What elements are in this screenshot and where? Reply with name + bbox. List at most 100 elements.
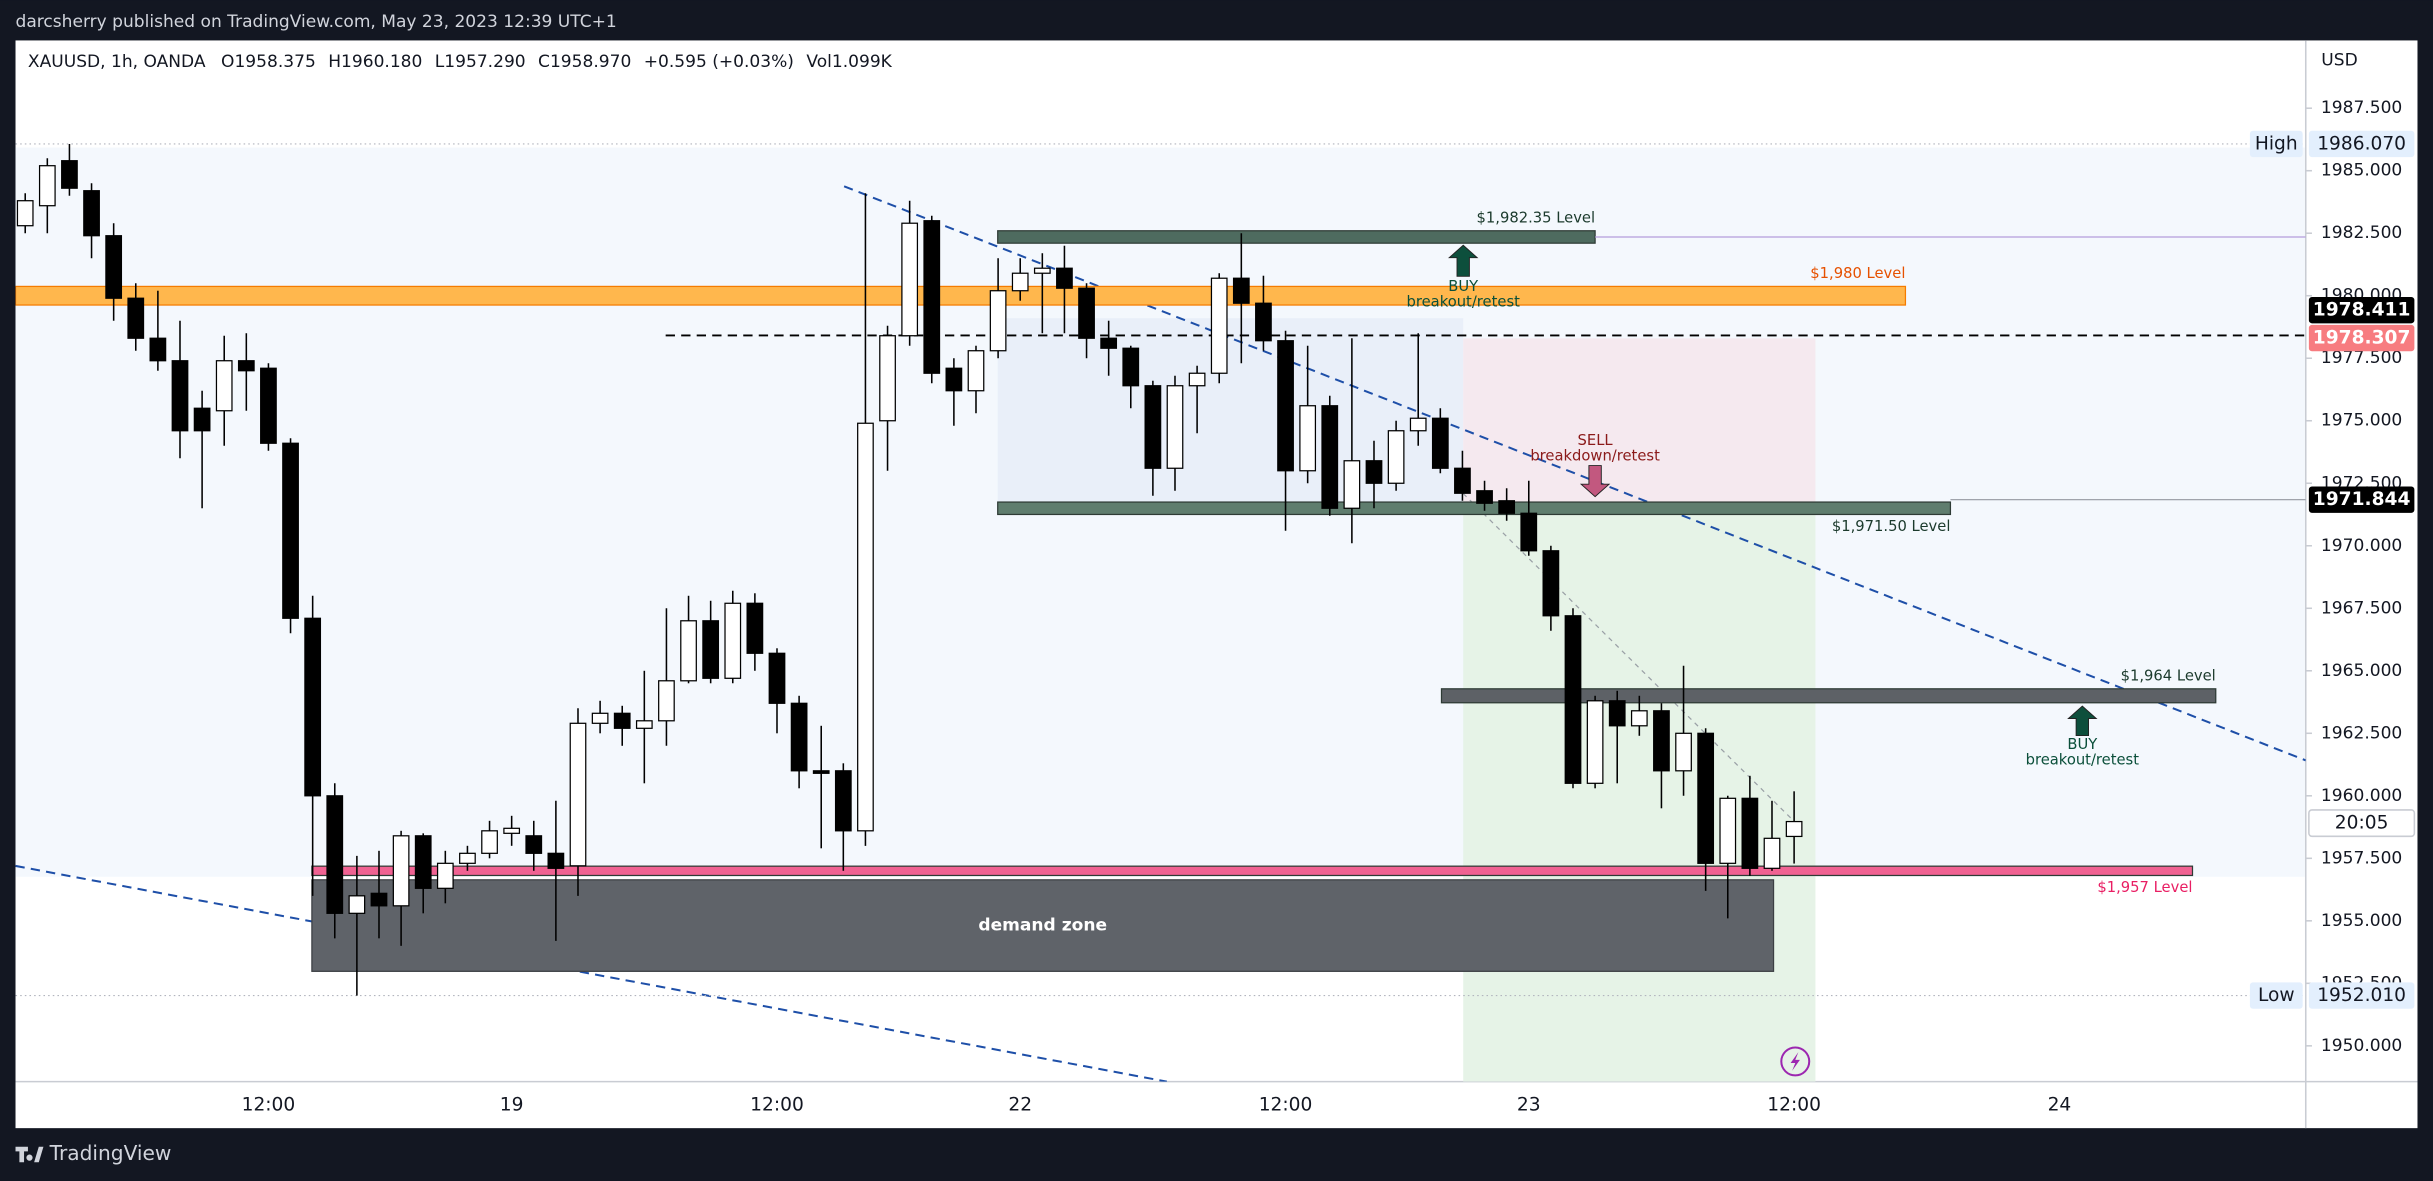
candle-body — [591, 712, 609, 724]
candle-body — [702, 620, 720, 679]
x-tick-label: 22 — [1008, 1094, 1032, 1115]
symbol-title: XAUUSD, 1h, OANDA — [28, 52, 206, 72]
candle-body — [525, 835, 543, 854]
ohlc-value: L1957.290 — [435, 52, 526, 72]
trend-line — [15, 864, 1168, 1082]
y-tick-label: 1950.000 — [2321, 1036, 2402, 1056]
candle-body — [1166, 385, 1184, 469]
candle-body — [1697, 732, 1715, 864]
level-label: $1,980 Level — [1810, 265, 1905, 282]
candle-body — [1719, 797, 1737, 864]
y-tick-label: 1985.000 — [2321, 161, 2402, 181]
level-label: $1,971.50 Level — [1832, 518, 1951, 535]
level-band — [15, 285, 1907, 306]
signal-arrow — [1579, 465, 1611, 498]
candle-body — [215, 360, 233, 412]
brand-logo: TradingView — [15, 1141, 172, 1165]
candle-body — [613, 712, 631, 729]
ohlc-value: C1958.970 — [538, 52, 631, 72]
price-box-label: 1978.307 — [2313, 328, 2411, 349]
candle-body — [237, 360, 255, 372]
position-target — [1463, 512, 1816, 1082]
y-tick-label: 1977.500 — [2321, 348, 2402, 368]
candle-body — [1542, 550, 1560, 617]
candle-body — [901, 222, 919, 337]
countdown: 20:05 — [2335, 813, 2389, 834]
candle-body — [282, 442, 299, 619]
x-tick-label: 12:00 — [1259, 1094, 1313, 1115]
price-box-label: 1978.411 — [2313, 300, 2411, 321]
candle-body — [127, 297, 145, 339]
candle-body — [1210, 277, 1228, 374]
x-tick-label: 23 — [1517, 1094, 1541, 1115]
candle-body — [1343, 460, 1361, 509]
ohlc-value: +0.595 (+0.03%) — [644, 52, 794, 72]
candle-body — [1409, 417, 1427, 432]
brand-name: TradingView — [49, 1141, 172, 1165]
candle-body — [83, 190, 100, 237]
candle-body — [680, 620, 697, 682]
candle-body — [260, 367, 277, 444]
candle-body — [1078, 287, 1095, 339]
trend-line — [843, 185, 2306, 762]
candle-body — [481, 830, 498, 854]
candle-body — [1653, 710, 1670, 772]
extreme-tab — [2249, 982, 2303, 1009]
y-tick-label: 1957.500 — [2321, 848, 2402, 868]
level-label: $1,964 Level — [2121, 667, 2216, 684]
candle-body — [436, 862, 454, 889]
candle-body — [1144, 385, 1162, 469]
candle-body — [1454, 467, 1471, 494]
candle-body — [1608, 700, 1626, 727]
y-tick-label: 1982.500 — [2321, 223, 2402, 243]
signal-arrow — [2067, 705, 2098, 737]
extreme-name: High — [2255, 133, 2298, 154]
ohlc-value: O1958.375 — [221, 52, 316, 72]
signal-arrow — [1448, 244, 1479, 277]
candle-body — [149, 337, 167, 362]
candle-body — [1299, 405, 1317, 472]
candle-body — [503, 827, 521, 834]
x-tick-label: 12:00 — [750, 1094, 804, 1115]
price-box — [2308, 486, 2415, 513]
signal-subtext: breakdown/retest — [1530, 447, 1660, 464]
level-band — [997, 230, 1596, 244]
position-range — [997, 318, 1464, 513]
candle-body — [1741, 797, 1759, 869]
candle-body — [569, 722, 587, 867]
signal-subtext: breakout/retest — [2026, 751, 2140, 768]
candle-body — [1188, 372, 1206, 387]
x-tick-label: 19 — [500, 1094, 524, 1115]
ohlc-value: Vol1.099K — [806, 52, 892, 72]
signal-text: SELL — [1578, 432, 1614, 449]
candle-body — [1277, 340, 1294, 472]
price-box — [2308, 982, 2415, 1009]
x-tick-label: 12:00 — [242, 1094, 296, 1115]
candle-body — [1232, 277, 1250, 304]
candle-body — [1586, 700, 1604, 784]
candle-body — [1387, 430, 1405, 484]
candle-body — [1321, 405, 1339, 509]
candle-body — [1675, 732, 1692, 772]
signal-subtext: breakout/retest — [1407, 294, 1521, 311]
plot-area: demand zone $1,982.35 Level $1,980 Level $1… — [15, 143, 2306, 1082]
y-tick-label: 1960.000 — [2321, 786, 2402, 806]
price-box-label: 1971.844 — [2313, 489, 2411, 510]
level-label: $1,957 Level — [2097, 879, 2192, 896]
countdown-box — [2308, 809, 2416, 838]
position-stop — [1463, 338, 1816, 513]
candle-body — [967, 350, 985, 392]
candle-body — [1498, 500, 1516, 514]
ohlc-value: H1960.180 — [328, 52, 422, 72]
candle-body — [945, 367, 963, 392]
candle-body — [1122, 347, 1140, 387]
alert-icon — [1780, 1046, 1811, 1077]
candle-body — [304, 617, 322, 797]
y-tick-label: 1962.500 — [2321, 723, 2402, 743]
projection-line — [1462, 493, 1796, 823]
signal-text: BUY — [2067, 736, 2098, 753]
price-box — [2308, 130, 2415, 158]
candle-body — [171, 360, 189, 432]
candle-body — [812, 770, 830, 774]
